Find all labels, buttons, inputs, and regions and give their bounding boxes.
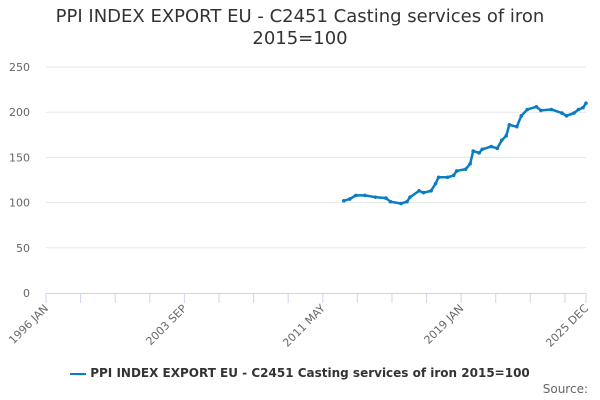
data-point — [421, 190, 426, 195]
data-point — [581, 105, 585, 110]
data-point — [549, 107, 554, 112]
data-point — [539, 108, 543, 113]
data-point — [477, 151, 482, 155]
data-point — [445, 175, 450, 180]
data-point — [499, 138, 504, 143]
y-tick-label: 50 — [16, 242, 30, 255]
chart-title: PPI INDEX EXPORT EU - C2451 Casting serv… — [0, 6, 600, 50]
legend-line-icon — [70, 372, 87, 375]
legend[interactable]: PPI INDEX EXPORT EU - C2451 Casting serv… — [0, 366, 600, 380]
data-point — [468, 161, 472, 166]
y-tick-label: 0 — [23, 287, 30, 300]
data-point — [417, 189, 421, 193]
data-point — [429, 189, 433, 193]
data-point — [454, 169, 459, 173]
data-point — [354, 193, 358, 198]
data-point — [519, 114, 524, 118]
data-point — [534, 104, 539, 109]
chart-subtitle: 2015=100 — [252, 28, 348, 49]
x-tick-label: 1996 JAN — [6, 302, 51, 347]
data-point — [572, 111, 576, 115]
chart-title-main: PPI INDEX EXPORT EU - C2451 Casting serv… — [55, 6, 545, 27]
y-tick-label: 200 — [9, 106, 30, 119]
source-label: Source: — [542, 382, 588, 396]
data-point — [348, 197, 352, 201]
y-tick-label: 250 — [9, 61, 30, 74]
x-tick-label: 2019 JAN — [422, 302, 467, 347]
data-point — [436, 175, 441, 180]
data-point — [451, 173, 456, 178]
data-point — [560, 111, 564, 115]
series-line — [343, 102, 588, 205]
data-point — [399, 201, 403, 206]
data-point — [507, 123, 512, 127]
data-point — [342, 198, 346, 203]
data-point — [515, 124, 519, 129]
data-point — [373, 195, 378, 199]
data-point — [471, 149, 475, 153]
legend-label: PPI INDEX EXPORT EU - C2451 Casting serv… — [90, 366, 530, 380]
data-point — [564, 114, 569, 118]
data-point — [480, 147, 485, 152]
data-point — [504, 133, 509, 138]
data-point — [584, 101, 588, 105]
data-point — [405, 199, 409, 204]
data-point — [495, 146, 500, 151]
data-point — [384, 196, 388, 200]
y-tick-label: 150 — [9, 151, 30, 164]
data-point — [388, 199, 393, 204]
data-point — [363, 193, 367, 198]
x-tick-label: 2011 MAY — [280, 302, 328, 350]
data-point — [433, 181, 438, 186]
x-tick-label: 2003 SEP — [143, 302, 189, 348]
x-tick-label: 2025 DEC — [543, 302, 591, 350]
data-point — [525, 107, 530, 112]
data-point — [489, 144, 494, 149]
data-point — [463, 167, 468, 171]
data-point — [576, 107, 581, 112]
data-point — [408, 195, 412, 199]
y-tick-label: 100 — [9, 197, 30, 210]
